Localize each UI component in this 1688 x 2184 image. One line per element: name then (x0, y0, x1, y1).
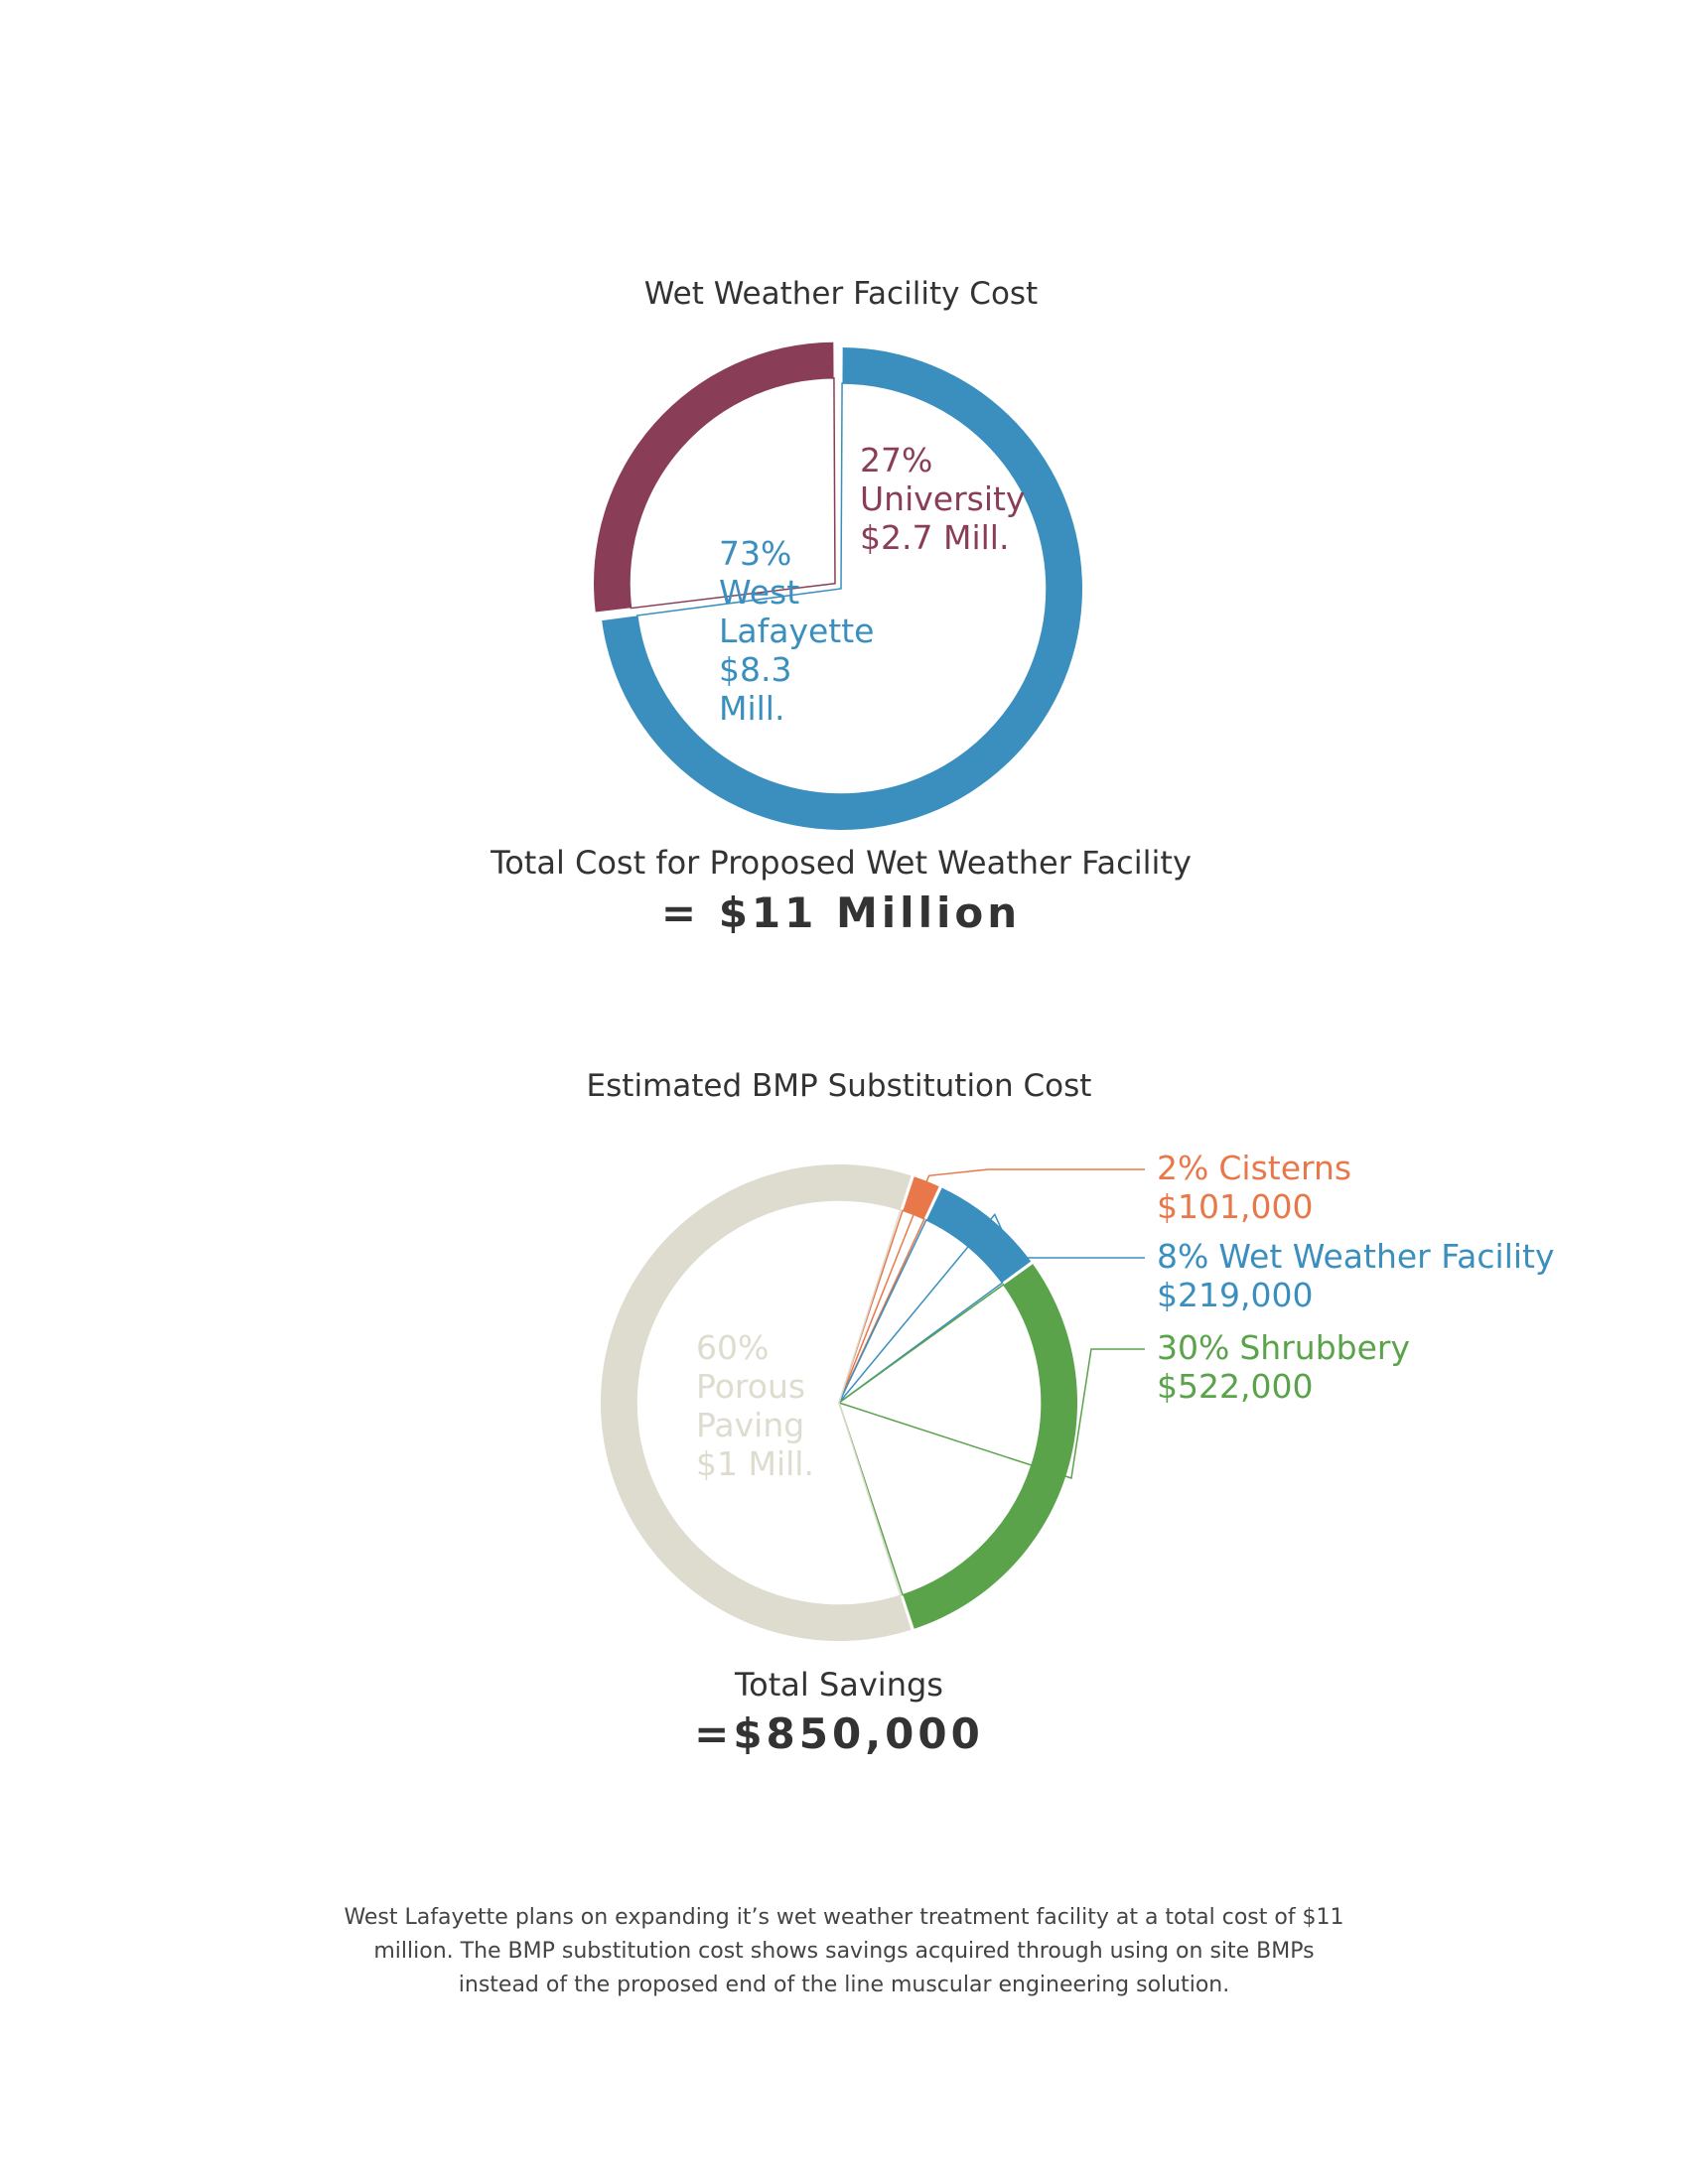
slice-amount: $8.3 Mill. (719, 650, 792, 728)
slice-category: West Lafayette (719, 573, 875, 650)
slice-label: 73% West Lafayette $8.3 Mill. (719, 534, 875, 728)
slice-label: 8% Wet Weather Facility $219,000 (1157, 1237, 1555, 1314)
total-value: =$850,000 (694, 1709, 984, 1758)
slice-percent: 73% (719, 534, 792, 573)
slice-category: Porous Paving (696, 1367, 806, 1444)
slice (926, 1187, 1032, 1283)
slice-category: Shrubbery (1239, 1328, 1410, 1367)
slice-category: Cisterns (1218, 1149, 1352, 1187)
total-label: Total Savings (735, 1666, 943, 1704)
slice (903, 1264, 1077, 1629)
slice-label-line: 8% Wet Weather Facility (1157, 1237, 1555, 1276)
slice-category: University (860, 479, 1026, 518)
chart-title: Wet Weather Facility Cost (643, 276, 1039, 312)
total-label: Total Cost for Proposed Wet Weather Faci… (491, 844, 1192, 882)
chart-title: Estimated BMP Substitution Cost (586, 1068, 1092, 1104)
slice-percent: 27% (860, 441, 933, 479)
slice-percent: 2% (1157, 1149, 1209, 1187)
leader-line (838, 1168, 1145, 1404)
slice-label-line: 30% Shrubbery (1157, 1328, 1410, 1367)
slice-amount: $219,000 (1157, 1276, 1314, 1314)
slice-label: 30% Shrubbery $522,000 (1157, 1328, 1410, 1406)
slice-amount: $1 Mill. (696, 1444, 814, 1483)
slice-label: 60% Porous Paving $1 Mill. (696, 1328, 825, 1483)
slice-amount: $2.7 Mill. (860, 518, 1010, 557)
slice-percent: 30% (1157, 1328, 1230, 1367)
slice-label: 27% University $2.7 Mill. (860, 441, 1058, 557)
caption: West Lafayette plans on expanding it’s w… (344, 1905, 1344, 1997)
total-value: = $11 Million (660, 888, 1022, 937)
slice-outline (635, 1199, 902, 1606)
slice-label-line: 2% Cisterns (1157, 1149, 1351, 1187)
slice (593, 341, 834, 613)
slice-category: Wet Weather Facility (1218, 1237, 1555, 1276)
slice-percent: 8% (1157, 1237, 1209, 1276)
slice-amount: $101,000 (1157, 1187, 1314, 1226)
slice-percent: 60% (696, 1328, 770, 1367)
slice-amount: $522,000 (1157, 1367, 1314, 1406)
slice-label: 2% Cisterns $101,000 (1157, 1149, 1351, 1226)
leader-line (838, 1213, 1145, 1404)
slice-outline (838, 1209, 925, 1404)
leader-line (838, 1348, 1145, 1480)
